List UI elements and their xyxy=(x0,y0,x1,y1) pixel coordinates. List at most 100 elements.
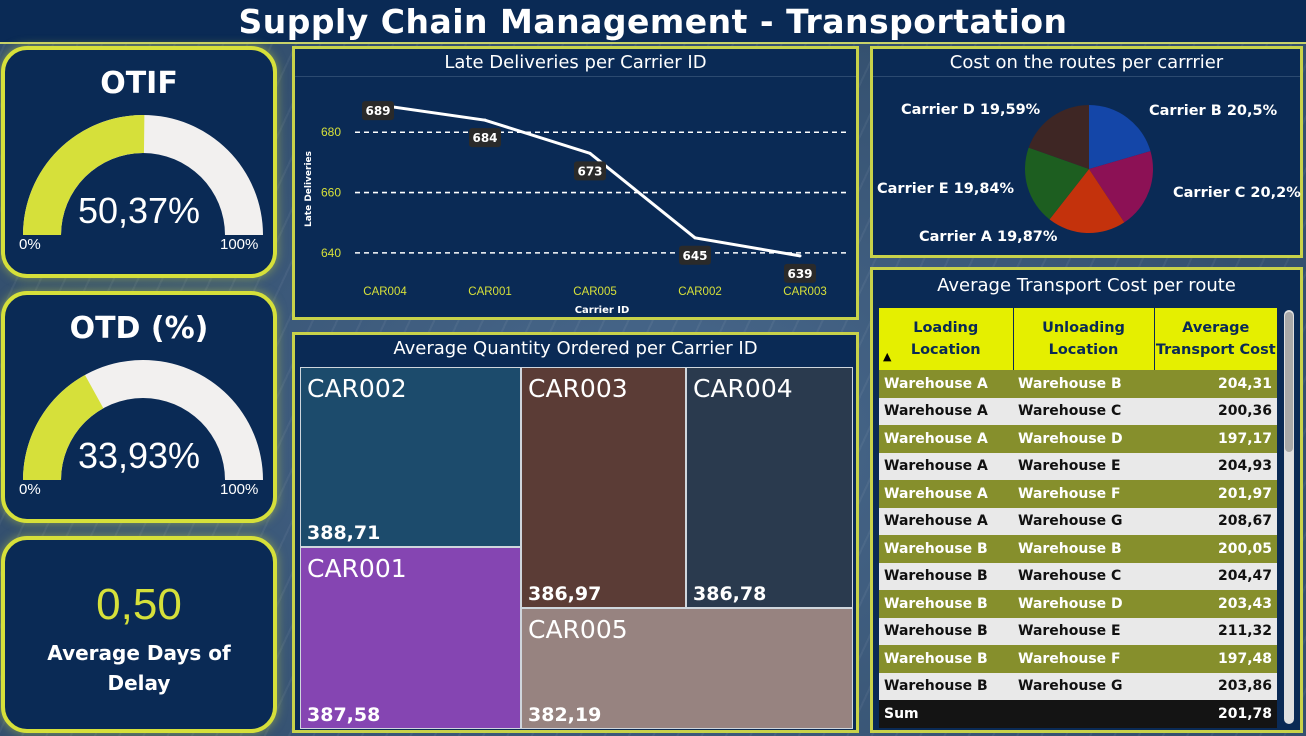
cell-avg-cost: 200,36 xyxy=(1154,397,1277,425)
treemap-cell-value: 386,78 xyxy=(693,583,767,605)
otif-card[interactable]: OTIF 50,37% 0% 100% xyxy=(1,46,277,278)
cell-unloading: Warehouse G xyxy=(1013,507,1154,535)
cell-avg-cost: 203,86 xyxy=(1154,672,1277,700)
cell-unloading: Warehouse E xyxy=(1013,452,1154,480)
y-axis-label: Late Deliveries xyxy=(304,151,314,227)
cell-loading: Warehouse A xyxy=(879,397,1013,425)
sum-label: Sum xyxy=(879,700,1013,728)
cell-unloading: Warehouse G xyxy=(1013,672,1154,700)
late-deliveries-panel[interactable]: Late Deliveries per Carrier ID 640 660 680… xyxy=(292,46,859,320)
cell-unloading: Warehouse E xyxy=(1013,617,1154,645)
dashboard-header: Supply Chain Management - Transportation xyxy=(0,0,1306,44)
cell-unloading: Warehouse D xyxy=(1013,425,1154,453)
delay-label: Average Days of Delay xyxy=(47,641,231,695)
otd-value: 33,93% xyxy=(77,435,201,476)
treemap-cell-car003[interactable]: CAR003 386,97 xyxy=(521,367,686,608)
pie-label-carrier-a: Carrier A 19,87% xyxy=(919,229,1058,245)
transport-cost-panel[interactable]: Average Transport Cost per route Loading… xyxy=(870,267,1303,733)
otd-card[interactable]: OTD (%) 33,93% 0% 100% xyxy=(1,291,277,523)
table-row[interactable]: Warehouse B Warehouse F 197,48 xyxy=(879,645,1277,673)
cell-avg-cost: 208,67 xyxy=(1154,507,1277,535)
col-header-avg-cost-label: Average Transport Cost xyxy=(1155,320,1276,358)
pie-slice-carrier-b[interactable] xyxy=(1089,105,1151,169)
col-header-avg-cost[interactable]: Average Transport Cost xyxy=(1154,308,1277,370)
table-row[interactable]: Warehouse B Warehouse E 211,32 xyxy=(879,617,1277,645)
data-point[interactable] xyxy=(483,118,487,122)
route-cost-pie xyxy=(1025,105,1153,233)
table-row[interactable]: Warehouse A Warehouse D 197,17 xyxy=(879,425,1277,453)
data-point[interactable] xyxy=(693,236,697,240)
table-row[interactable]: Warehouse A Warehouse C 200,36 xyxy=(879,397,1277,425)
cell-avg-cost: 197,17 xyxy=(1154,425,1277,453)
cell-avg-cost: 204,31 xyxy=(1154,370,1277,398)
data-label: 645 xyxy=(682,249,707,263)
cell-loading: Warehouse A xyxy=(879,507,1013,535)
treemap-cell-name: CAR004 xyxy=(693,374,793,403)
table-header-row: Loading Location ▲ Unloading Location Av… xyxy=(879,308,1277,370)
table-scrollbar-thumb[interactable] xyxy=(1285,312,1293,452)
cell-avg-cost: 204,47 xyxy=(1154,562,1277,590)
late-deliveries-title: Late Deliveries per Carrier ID xyxy=(295,49,856,77)
treemap-cell-value: 388,71 xyxy=(307,522,381,544)
pie-slice-carrier-c[interactable] xyxy=(1089,151,1153,223)
table-row[interactable]: Warehouse A Warehouse G 208,67 xyxy=(879,507,1277,535)
cell-avg-cost: 200,05 xyxy=(1154,535,1277,563)
sum-empty-cell xyxy=(1013,700,1154,728)
delay-card[interactable]: 0,50 Average Days of Delay xyxy=(1,536,277,733)
sort-ascending-icon[interactable]: ▲ xyxy=(883,350,892,363)
otif-max-label: 100% xyxy=(220,236,259,253)
col-header-unloading-label: Unloading Location xyxy=(1042,320,1125,358)
treemap-cell-car005[interactable]: CAR005 382,19 xyxy=(521,608,853,729)
treemap-cell-car002[interactable]: CAR002 388,71 xyxy=(300,367,521,547)
pie-slice-carrier-e[interactable] xyxy=(1025,147,1089,220)
data-label-box xyxy=(574,161,606,181)
table-row[interactable]: Warehouse B Warehouse B 200,05 xyxy=(879,535,1277,563)
cell-loading: Warehouse B xyxy=(879,590,1013,618)
table-row[interactable]: Warehouse A Warehouse B 204,31 xyxy=(879,370,1277,398)
y-tick-label: 660 xyxy=(321,186,341,200)
page-title: Supply Chain Management - Transportation xyxy=(238,1,1068,41)
table-scrollbar[interactable] xyxy=(1284,310,1294,724)
sum-value: 201,78 xyxy=(1154,700,1277,728)
table-row[interactable]: Warehouse B Warehouse C 204,47 xyxy=(879,562,1277,590)
transport-cost-table-wrapper: Loading Location ▲ Unloading Location Av… xyxy=(879,308,1277,728)
pie-slice-carrier-a[interactable] xyxy=(1049,169,1125,233)
data-label-box xyxy=(784,263,816,283)
col-header-loading[interactable]: Loading Location ▲ xyxy=(879,308,1014,370)
table-row[interactable]: Warehouse A Warehouse F 201,97 xyxy=(879,480,1277,508)
col-header-loading-label: Loading Location xyxy=(910,320,981,358)
cell-unloading: Warehouse C xyxy=(1013,562,1154,590)
x-tick-label: CAR003 xyxy=(783,286,826,298)
data-point[interactable] xyxy=(588,151,592,155)
cell-avg-cost: 203,43 xyxy=(1154,590,1277,618)
otd-gauge-fill xyxy=(23,374,104,480)
pie-slice-carrier-d[interactable] xyxy=(1028,105,1089,169)
data-label: 684 xyxy=(472,131,497,145)
x-tick-label: CAR002 xyxy=(678,286,721,298)
pie-label-carrier-d: Carrier D 19,59% xyxy=(901,102,1041,118)
cell-avg-cost: 197,48 xyxy=(1154,645,1277,673)
table-row[interactable]: Warehouse B Warehouse G 203,86 xyxy=(879,672,1277,700)
cell-loading: Warehouse A xyxy=(879,425,1013,453)
data-label-box xyxy=(362,101,394,121)
avg-quantity-title: Average Quantity Ordered per Carrier ID xyxy=(393,338,758,359)
table-row[interactable]: Warehouse A Warehouse E 204,93 xyxy=(879,452,1277,480)
avg-quantity-panel[interactable]: Average Quantity Ordered per Carrier ID … xyxy=(292,332,859,733)
otif-title: OTIF xyxy=(100,66,178,101)
route-cost-title: Cost on the routes per carrrier xyxy=(873,49,1300,77)
col-header-unloading[interactable]: Unloading Location xyxy=(1013,308,1155,370)
x-tick-label: CAR004 xyxy=(363,286,407,298)
otd-title: OTD (%) xyxy=(69,311,209,346)
pie-label-carrier-e: Carrier E 19,84% xyxy=(877,181,1015,197)
table-row[interactable]: Warehouse B Warehouse D 203,43 xyxy=(879,590,1277,618)
route-cost-panel[interactable]: Cost on the routes per carrrier Carrier … xyxy=(870,46,1303,258)
y-tick-label: 680 xyxy=(321,125,341,139)
data-label-box xyxy=(679,245,711,265)
data-point[interactable] xyxy=(798,254,802,258)
treemap-cell-car001[interactable]: CAR001 387,58 xyxy=(300,547,521,729)
cell-avg-cost: 201,97 xyxy=(1154,480,1277,508)
treemap-cell-value: 386,97 xyxy=(528,583,602,605)
data-label: 639 xyxy=(787,267,812,281)
treemap-cell-car004[interactable]: CAR004 386,78 xyxy=(686,367,853,608)
otif-gauge-fill xyxy=(23,115,145,235)
